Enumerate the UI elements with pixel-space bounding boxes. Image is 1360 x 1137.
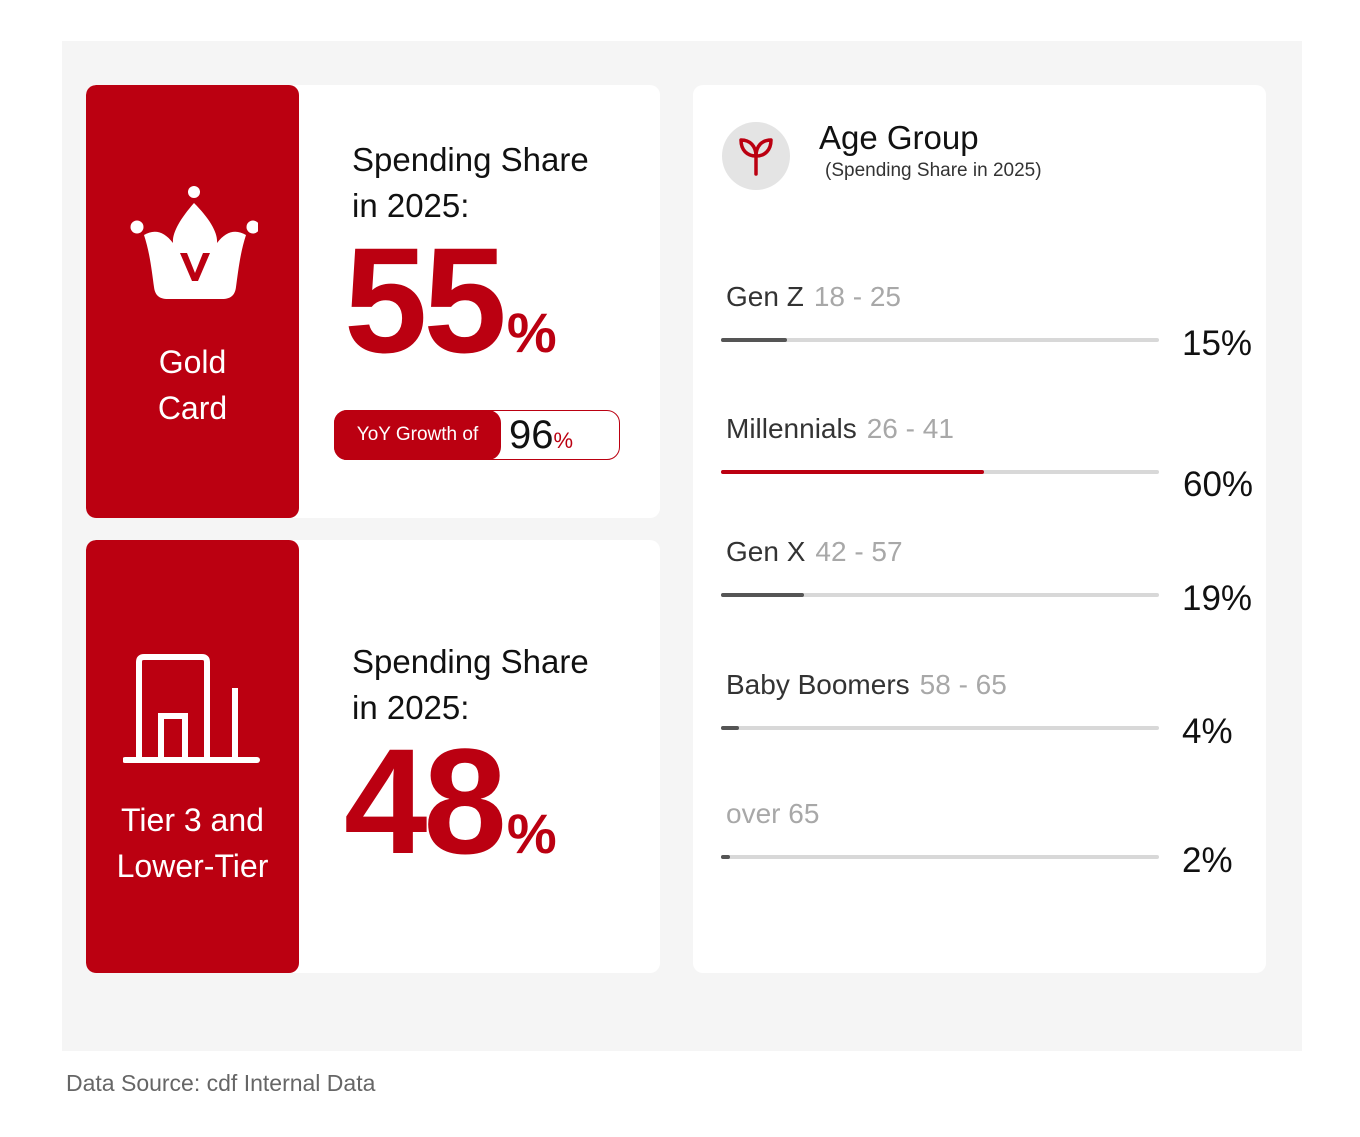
age-group-panel: Age Group (Spending Share in 2025) Gen Z… xyxy=(693,85,1266,973)
age-group-name: Gen X xyxy=(726,536,806,567)
age-row: Millennials 26 - 41 60% xyxy=(693,411,1266,504)
crown-v-icon xyxy=(86,185,299,300)
yoy-value-unit: % xyxy=(553,428,574,453)
data-source-note: Data Source: cdf Internal Data xyxy=(66,1070,376,1096)
yoy-growth-value: 96% xyxy=(509,411,573,459)
gold-title-line1: Spending Share xyxy=(352,141,589,178)
bar-fill xyxy=(721,593,805,597)
age-row-label: Baby Boomers 58 - 65 xyxy=(726,667,1007,703)
age-row: Gen X 42 - 57 19% xyxy=(693,534,1266,624)
gold-card-label-line1: Gold xyxy=(158,344,227,380)
age-row: over 65 2% xyxy=(693,796,1266,886)
yoy-growth-pill: YoY Growth of 96% xyxy=(334,410,620,460)
age-range: 18 - 25 xyxy=(813,281,901,312)
age-group-subtitle: (Spending Share in 2025) xyxy=(825,160,1042,181)
age-range: over 65 xyxy=(726,798,820,829)
bar-value-label: 4% xyxy=(1182,712,1233,751)
age-row-label: over 65 xyxy=(726,796,819,832)
age-row-label: Gen X 42 - 57 xyxy=(726,534,903,570)
gold-card-share-value: 55% xyxy=(344,225,557,408)
sprout-icon xyxy=(722,122,790,190)
yoy-growth-label: YoY Growth of xyxy=(334,410,501,460)
age-row: Baby Boomers 58 - 65 4% xyxy=(693,667,1266,757)
tier-title-line1: Spending Share xyxy=(352,643,589,680)
bar-fill xyxy=(721,338,787,342)
gold-card-side: Gold Card xyxy=(86,85,299,518)
tier-card-label: Tier 3 and Lower-Tier xyxy=(86,797,299,889)
age-group-title: Age Group xyxy=(819,119,979,156)
age-group-name: Millennials xyxy=(726,413,857,444)
bar-value-label: 15% xyxy=(1182,324,1253,363)
gold-value-number: 55 xyxy=(344,216,507,384)
age-row: Gen Z 18 - 25 15% xyxy=(693,279,1266,369)
age-range: 26 - 41 xyxy=(866,413,954,444)
gold-card-label-line2: Card xyxy=(157,390,228,426)
age-row-label: Gen Z 18 - 25 xyxy=(726,279,901,315)
bar-track xyxy=(721,470,1159,474)
bar-fill xyxy=(721,726,739,730)
bar-value-label: 2% xyxy=(1182,841,1233,880)
gold-value-unit: % xyxy=(506,301,557,364)
tier-value-number: 48 xyxy=(344,717,507,885)
bar-value-label: 60% xyxy=(1183,465,1254,504)
tier-card-label-line2: Lower-Tier xyxy=(116,848,269,884)
tier-card-share-value: 48% xyxy=(344,726,557,909)
bar-value-label: 19% xyxy=(1182,579,1253,618)
tier-card-label-line1: Tier 3 and xyxy=(121,802,264,838)
age-row-label: Millennials 26 - 41 xyxy=(726,411,954,447)
bar-fill xyxy=(721,470,984,474)
gold-card-panel: Gold Card Spending Share in 2025: 55% Yo… xyxy=(86,85,660,518)
age-range: 42 - 57 xyxy=(815,536,903,567)
tier-card-panel: Tier 3 and Lower-Tier Spending Share in … xyxy=(86,540,660,973)
bar-track xyxy=(721,855,1159,859)
tier-card-side: Tier 3 and Lower-Tier xyxy=(86,540,299,973)
bar-track xyxy=(721,726,1159,730)
yoy-value-number: 96 xyxy=(509,413,554,457)
age-group-name: Baby Boomers xyxy=(726,669,910,700)
age-range: 58 - 65 xyxy=(919,669,1007,700)
gold-card-label: Gold Card xyxy=(86,339,299,431)
gold-title-line2: in 2025: xyxy=(352,187,470,224)
tier-value-unit: % xyxy=(506,802,557,865)
building-icon xyxy=(86,654,299,766)
gold-card-share-title: Spending Share in 2025: xyxy=(352,137,632,229)
bar-fill xyxy=(721,855,730,859)
bar-track xyxy=(721,593,1159,597)
bar-track xyxy=(721,338,1159,342)
tier-card-share-title: Spending Share in 2025: xyxy=(352,639,632,731)
age-group-name: Gen Z xyxy=(726,281,804,312)
tier-title-line2: in 2025: xyxy=(352,689,470,726)
